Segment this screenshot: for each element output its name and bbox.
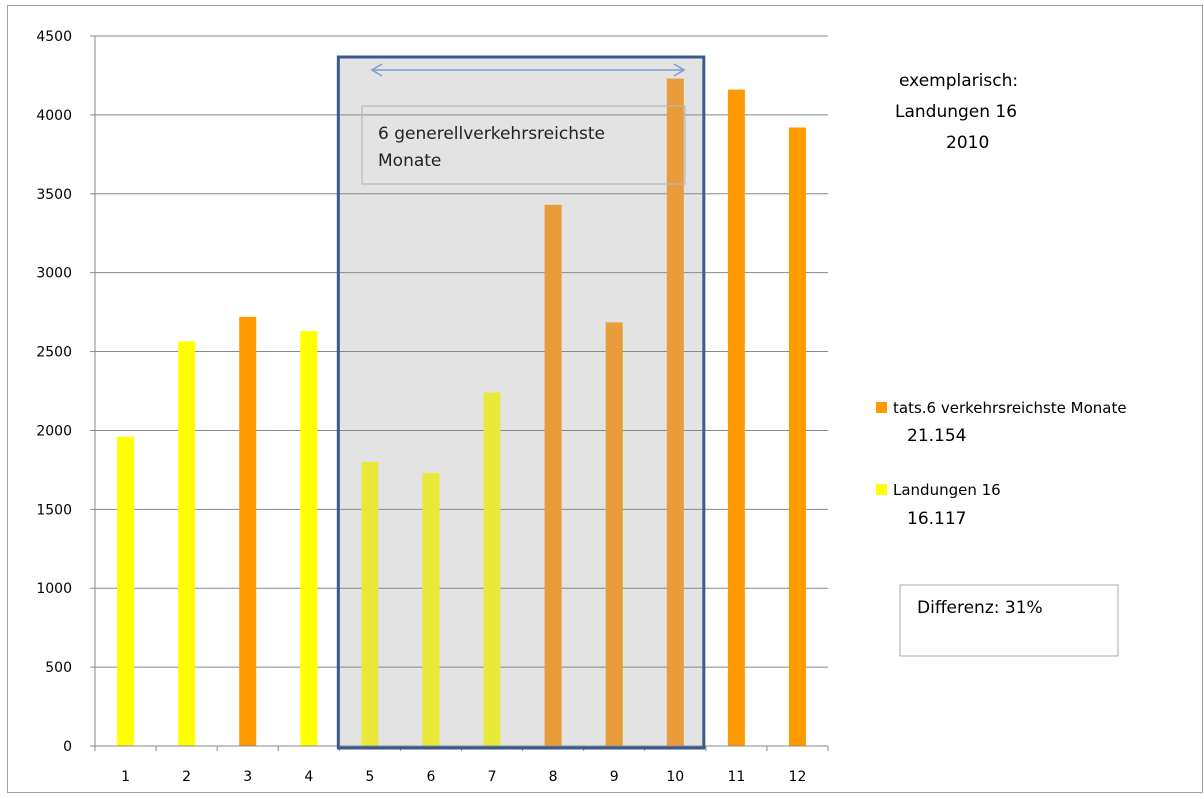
- y-tick-label: 1500: [36, 502, 72, 518]
- x-tick-label: 3: [243, 769, 252, 785]
- difference-label: Differenz: 31%: [917, 598, 1043, 618]
- bar-2: [178, 341, 196, 746]
- x-tick-label: 9: [610, 769, 619, 785]
- bar-8: [544, 204, 562, 747]
- bar-3: [239, 316, 257, 746]
- x-tick-label: 7: [488, 769, 497, 785]
- highlight-label-line-1: 6 generellverkehrsreichste: [378, 124, 605, 144]
- bar-12: [788, 127, 806, 746]
- legend-label-orange: tats.6 verkehrsreichste Monate: [893, 399, 1127, 417]
- y-tick-label: 500: [45, 660, 72, 676]
- legend-label-yellow: Landungen 16: [893, 481, 1001, 499]
- y-tick-label: 1000: [36, 581, 72, 597]
- bar-1: [117, 436, 135, 746]
- highlight-label-line-2: Monate: [378, 151, 441, 171]
- difference-box: [899, 584, 1119, 657]
- y-tick-label: 0: [63, 739, 72, 755]
- x-tick-label: 1: [121, 769, 130, 785]
- note-line-1: exemplarisch:: [899, 71, 1018, 91]
- y-tick-label: 3500: [36, 187, 72, 203]
- double-arrow: [370, 63, 686, 77]
- x-tick-label: 5: [365, 769, 374, 785]
- x-tick-label: 8: [549, 769, 558, 785]
- x-tick-label: 4: [304, 769, 313, 785]
- legend-swatch-orange: [876, 402, 887, 413]
- y-tick-label: 4500: [36, 29, 72, 45]
- y-tick-label: 4000: [36, 108, 72, 124]
- x-tick-label: 11: [727, 769, 745, 785]
- bar-4: [300, 331, 318, 746]
- x-tick-label: 2: [182, 769, 191, 785]
- bar-9: [605, 322, 623, 746]
- y-tick-label: 3000: [36, 266, 72, 282]
- legend-total-orange: 21.154: [907, 426, 966, 446]
- x-tick-label: 6: [426, 769, 435, 785]
- note-line-2: Landungen 16: [895, 102, 1017, 122]
- highlight-label-box: [361, 105, 686, 185]
- legend-total-yellow: 16.117: [907, 509, 966, 529]
- y-tick-label: 2500: [36, 345, 72, 361]
- x-tick-label: 10: [666, 769, 684, 785]
- bar-5: [361, 462, 379, 746]
- bar-11: [727, 89, 745, 746]
- note-line-3: 2010: [946, 133, 989, 153]
- bar-6: [422, 473, 440, 746]
- highlight-border: [336, 55, 706, 750]
- bar-10: [666, 78, 684, 747]
- x-tick-label: 12: [789, 769, 807, 785]
- legend-swatch-yellow: [876, 484, 887, 495]
- highlight-region: [338, 57, 704, 748]
- bar-7: [483, 392, 501, 746]
- y-tick-label: 2000: [36, 423, 72, 439]
